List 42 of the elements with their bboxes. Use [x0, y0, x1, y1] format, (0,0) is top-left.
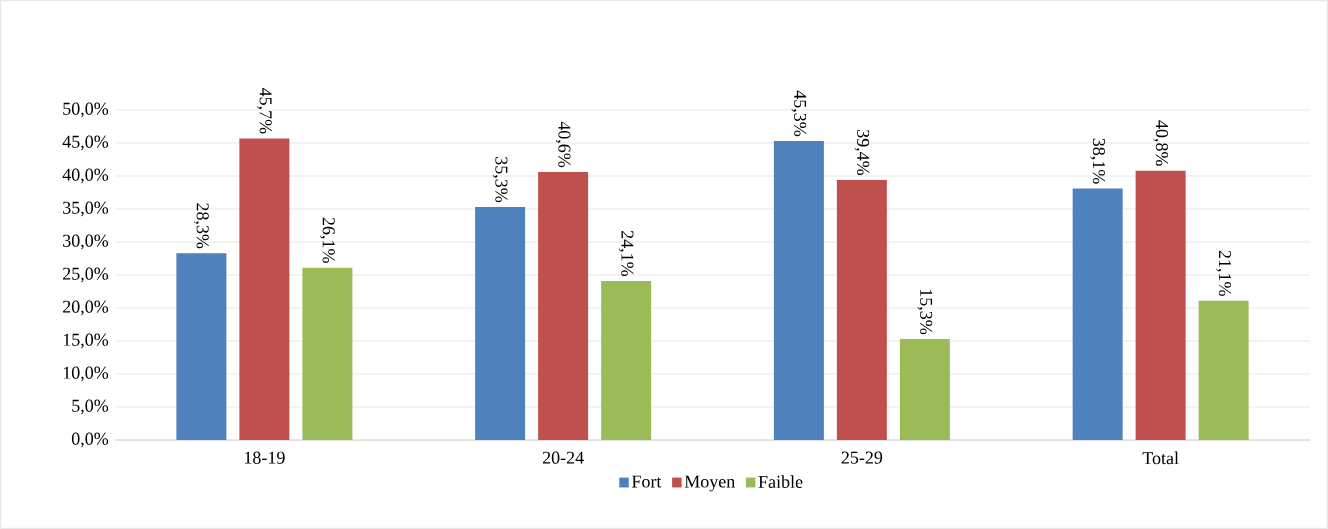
bar	[1135, 170, 1186, 440]
bar	[302, 267, 353, 440]
data-label: 39,4%	[854, 130, 870, 176]
legend-label: Moyen	[684, 475, 735, 492]
y-tick-label: 45,0%	[62, 135, 109, 151]
data-label: 15,3%	[917, 289, 933, 335]
y-tick-label: 30,0%	[63, 234, 109, 250]
legend-label: Fort	[631, 475, 662, 488]
bar	[176, 253, 227, 440]
bar	[475, 207, 526, 440]
x-tick-label: Total	[1142, 451, 1179, 465]
bar	[899, 339, 950, 440]
x-tick-label: 20-24	[542, 451, 584, 464]
data-label: 38,1%	[1090, 138, 1106, 184]
bar	[836, 179, 887, 440]
data-label: 24,1%	[618, 230, 634, 277]
bar	[239, 138, 290, 440]
data-label: 40,6%	[555, 121, 571, 168]
bar	[538, 172, 589, 440]
x-tick-label: 18-19	[244, 451, 285, 464]
data-label: 26,1%	[320, 217, 335, 263]
y-tick-label: 35,0%	[63, 201, 109, 217]
y-tick-label: 5,0%	[72, 399, 109, 415]
data-label: 45,7%	[257, 87, 272, 134]
y-tick-label: 0,0%	[71, 432, 109, 448]
y-tick-label: 20,0%	[63, 300, 109, 316]
data-label: 28,3%	[194, 203, 209, 249]
data-label: 35,3%	[492, 157, 508, 203]
bar	[1072, 188, 1123, 440]
legend-label: Faible	[758, 475, 803, 488]
x-tick-label: 25-29	[841, 451, 883, 464]
data-label: 40,8%	[1153, 120, 1169, 166]
data-label: 21,1%	[1216, 250, 1232, 296]
y-tick-label: 15,0%	[63, 333, 109, 349]
bar	[601, 280, 652, 440]
y-tick-label: 40,0%	[62, 168, 109, 184]
y-tick-label: 25,0%	[63, 267, 109, 283]
y-tick-label: 10,0%	[63, 366, 109, 382]
bar	[1198, 300, 1249, 440]
data-label: 45,3%	[791, 90, 807, 137]
bar	[773, 141, 824, 440]
y-tick-label: 50,0%	[63, 102, 109, 118]
